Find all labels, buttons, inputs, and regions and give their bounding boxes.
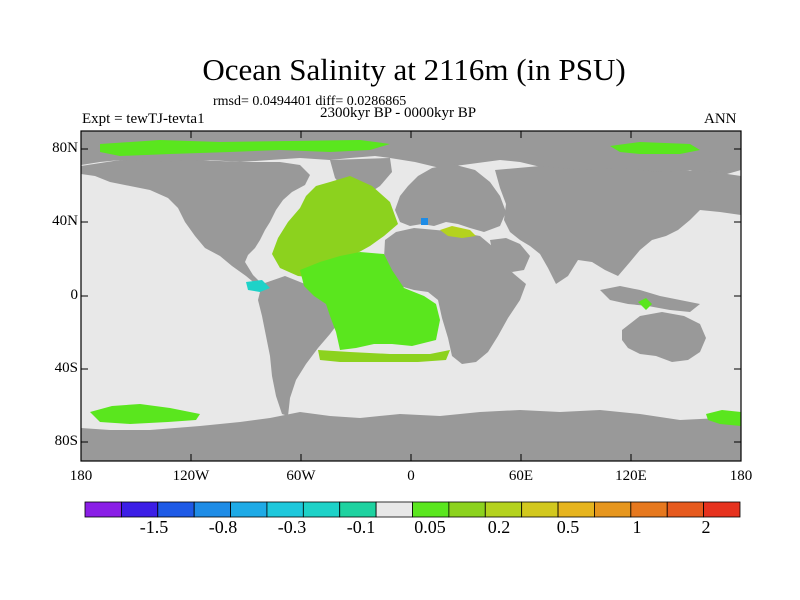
africa bbox=[384, 228, 526, 364]
maritime-continent bbox=[600, 286, 700, 312]
colorbar-swatch bbox=[412, 501, 450, 518]
colorbar-swatch bbox=[557, 501, 595, 518]
lon-label-180e: 180 bbox=[729, 468, 753, 484]
colorbar-swatch bbox=[448, 501, 486, 518]
colorbar-swatch bbox=[266, 501, 304, 518]
colorbar-swatch bbox=[302, 501, 341, 518]
lat-label-80n: 80N bbox=[52, 140, 78, 156]
colorbar-label: 2 bbox=[701, 517, 711, 537]
lat-label-80s: 80S bbox=[54, 433, 78, 449]
colorbar-swatch bbox=[375, 501, 413, 518]
asia bbox=[495, 166, 741, 284]
colorbar-swatch bbox=[521, 501, 559, 518]
med-blue-spot bbox=[421, 218, 428, 225]
colorbar-swatch bbox=[703, 501, 741, 518]
colorbar-label: -1.5 bbox=[139, 517, 169, 537]
colorbar-swatch bbox=[339, 501, 377, 518]
colorbar-swatch bbox=[84, 501, 122, 518]
colorbar-label: 1 bbox=[632, 517, 642, 537]
north-atlantic-anomaly bbox=[272, 176, 398, 278]
lon-label-60e: 60E bbox=[508, 468, 534, 484]
south-america bbox=[258, 276, 345, 416]
colorbar-swatch bbox=[120, 501, 159, 518]
colorbar-label: -0.1 bbox=[346, 517, 376, 537]
australia bbox=[622, 312, 706, 362]
med-anomaly bbox=[440, 226, 476, 238]
colorbar-swatch bbox=[484, 501, 523, 518]
caribbean-cyan bbox=[246, 280, 270, 292]
colorbar-label: 0.2 bbox=[487, 517, 511, 537]
south-atlantic-band bbox=[318, 350, 450, 362]
arctic-green-east bbox=[610, 142, 700, 154]
experiment-label: Expt = tewTJ-tevta1 bbox=[82, 111, 205, 127]
colorbar-swatch bbox=[594, 501, 632, 518]
lat-label-40n: 40N bbox=[52, 213, 78, 229]
period-label: 2300kyr BP - 0000kyr BP bbox=[320, 105, 477, 121]
arabia bbox=[490, 238, 530, 272]
southern-ocean-green-east bbox=[706, 410, 741, 426]
map-plot-area bbox=[80, 130, 742, 462]
colorbar-swatch bbox=[193, 501, 231, 518]
lat-ticks bbox=[81, 148, 741, 443]
colorbar-label: -0.3 bbox=[277, 517, 307, 537]
colorbar-label: -0.8 bbox=[208, 517, 238, 537]
lat-label-0: 0 bbox=[70, 287, 79, 303]
europe bbox=[395, 164, 506, 232]
antarctica bbox=[81, 410, 741, 461]
lon-label-180w: 180 bbox=[69, 468, 93, 484]
lon-label-60w: 60W bbox=[286, 468, 316, 484]
map-title: Ocean Salinity at 2116m (in PSU) bbox=[202, 52, 626, 87]
sea-maritime-green bbox=[638, 298, 652, 310]
colorbar-swatch bbox=[666, 501, 705, 518]
southern-ocean-green-west bbox=[90, 404, 200, 424]
arctic-green-strip bbox=[100, 140, 390, 156]
stats-line: rmsd= 0.0494401 diff= 0.0286865 bbox=[213, 94, 407, 109]
lon-label-120w: 120W bbox=[172, 468, 210, 484]
north-america bbox=[81, 160, 310, 286]
lon-ticks bbox=[190, 131, 632, 461]
colorbar-label: 0.05 bbox=[414, 517, 446, 537]
season-label: ANN bbox=[704, 111, 737, 127]
lat-label-40s: 40S bbox=[54, 360, 78, 376]
colorbar-swatch bbox=[630, 501, 668, 518]
colorbar-swatch bbox=[230, 501, 268, 518]
mid-atlantic-anomaly bbox=[300, 252, 440, 350]
colorbar-swatch bbox=[157, 501, 195, 518]
lon-label-120e: 120E bbox=[615, 468, 647, 484]
lon-label-0: 0 bbox=[407, 468, 415, 484]
colorbar bbox=[84, 501, 741, 518]
colorbar-label: 0.5 bbox=[556, 517, 580, 537]
